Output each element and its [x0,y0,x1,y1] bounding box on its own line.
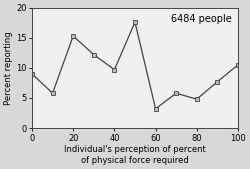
X-axis label: Individual's perception of percent
of physical force required: Individual's perception of percent of ph… [64,146,206,165]
Text: 6484 people: 6484 people [171,14,232,24]
Y-axis label: Percent reporting: Percent reporting [4,31,13,105]
